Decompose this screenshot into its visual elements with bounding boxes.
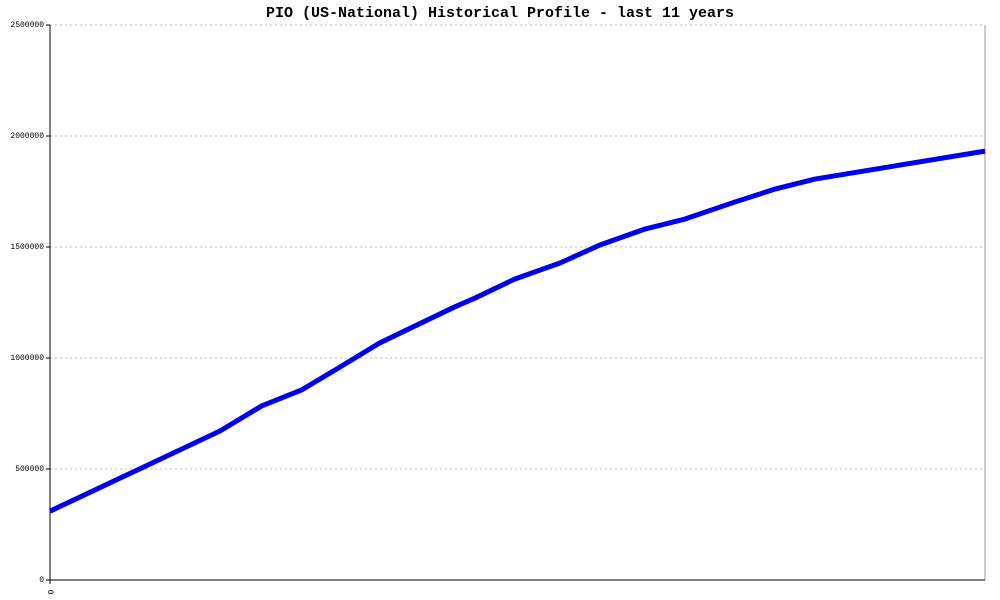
y-tick-label: 0 (39, 576, 44, 585)
y-tick-label: 500000 (15, 465, 44, 474)
y-tick-label: 2500000 (10, 21, 44, 30)
data-line (48, 148, 986, 514)
y-tick-label: 1000000 (10, 354, 44, 363)
y-tick-label: 2000000 (10, 132, 44, 141)
chart-title: PIO (US-National) Historical Profile - l… (266, 5, 734, 22)
x-tick-label: 0 (45, 590, 54, 595)
y-tick-label: 1500000 (10, 243, 44, 252)
